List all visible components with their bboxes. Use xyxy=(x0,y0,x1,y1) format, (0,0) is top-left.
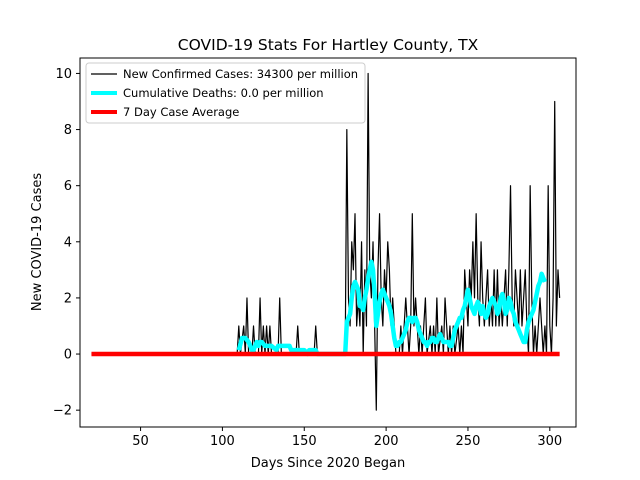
legend-label-new-cases: New Confirmed Cases: 34300 per million xyxy=(123,67,358,81)
y-axis-label: New COVID-19 Cases xyxy=(30,173,45,311)
y-tick-label: −2 xyxy=(53,404,72,419)
y-tick-label: 0 xyxy=(64,348,72,363)
y-tick-label: 4 xyxy=(64,235,72,250)
x-tick-label: 100 xyxy=(210,434,235,449)
plot-frame xyxy=(79,57,577,428)
series-layer xyxy=(91,72,561,411)
y-tick-label: 2 xyxy=(64,291,72,306)
x-tick-label: 150 xyxy=(292,434,317,449)
x-tick-label: 250 xyxy=(456,434,481,449)
chart-title: COVID-19 Stats For Hartley County, TX xyxy=(178,36,479,54)
y-tick-label: 6 xyxy=(64,179,72,194)
x-axis-label: Days Since 2020 Began xyxy=(251,456,406,471)
x-tick-label: 50 xyxy=(132,434,149,449)
y-tick-label: 8 xyxy=(64,123,72,138)
y-axis-ticks: −2 0 2 4 6 8 10 xyxy=(53,67,80,419)
y-tick-label: 10 xyxy=(55,67,72,82)
legend-label-7day-average: 7 Day Case Average xyxy=(123,105,239,119)
series-line-cumulative-deaths xyxy=(236,259,547,357)
x-tick-label: 300 xyxy=(537,434,562,449)
x-tick-label: 200 xyxy=(374,434,399,449)
legend-box xyxy=(85,62,366,124)
legend-label-cumulative-deaths: Cumulative Deaths: 0.0 per million xyxy=(123,86,324,100)
legend: New Confirmed Cases: 34300 per million C… xyxy=(85,62,366,124)
x-axis-ticks: 50 100 150 200 250 300 xyxy=(132,427,562,449)
